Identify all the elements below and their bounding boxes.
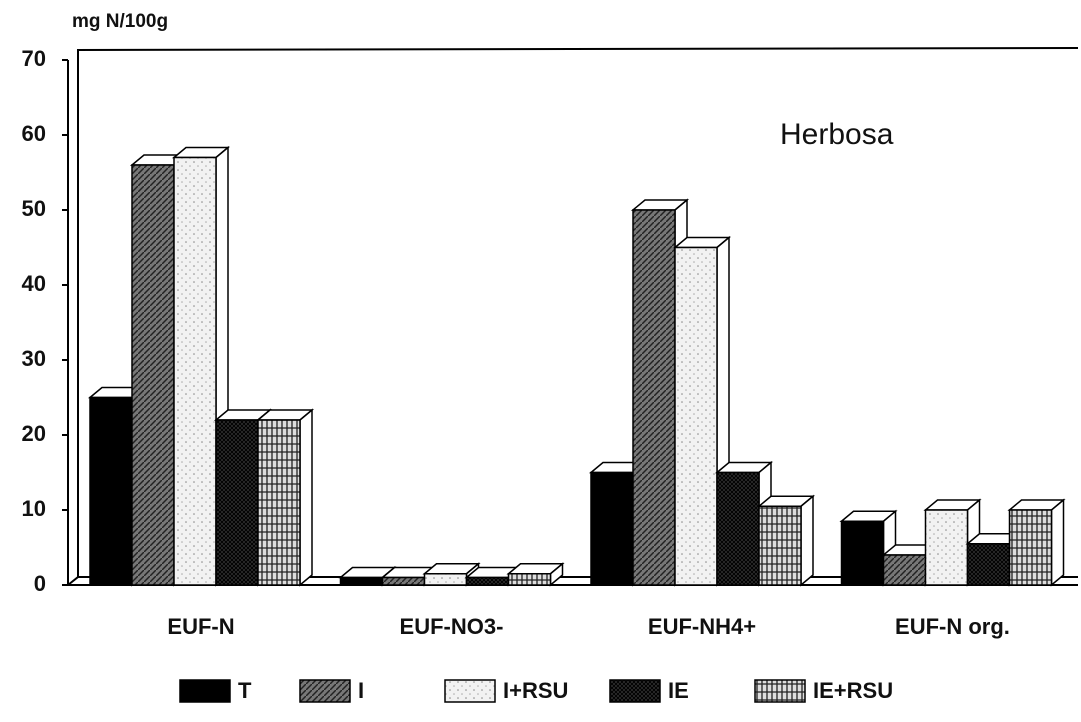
bar xyxy=(215,419,259,586)
bar xyxy=(339,576,384,586)
bar xyxy=(507,573,552,586)
bar xyxy=(716,471,760,586)
legend-swatch xyxy=(609,679,661,703)
bar xyxy=(257,419,301,586)
legend-label: T xyxy=(238,678,252,703)
bar xyxy=(758,505,802,586)
legend-label: IE xyxy=(668,678,689,703)
bar-side xyxy=(299,408,313,587)
bar-side xyxy=(1050,498,1065,587)
legend-swatch xyxy=(444,679,496,703)
bar xyxy=(590,471,634,586)
y-tick-label: 60 xyxy=(22,121,46,146)
y-axis-label: mg N/100g xyxy=(72,11,168,32)
bar xyxy=(423,573,468,586)
bar xyxy=(966,543,1011,586)
bar xyxy=(924,509,969,586)
legend-label: I+RSU xyxy=(503,678,568,703)
y-tick-label: 0 xyxy=(34,571,46,596)
bar xyxy=(882,554,927,586)
annotation: Herbosa xyxy=(780,118,894,151)
bar xyxy=(89,396,133,586)
bar xyxy=(381,576,426,586)
x-tick-label: EUF-N xyxy=(167,614,234,639)
bar-side xyxy=(800,494,814,587)
y-tick-label: 20 xyxy=(22,421,46,446)
bar xyxy=(465,576,510,586)
y-tick-label: 50 xyxy=(22,196,46,221)
legend-label: IE+RSU xyxy=(813,678,893,703)
bar xyxy=(173,156,217,586)
bar xyxy=(674,246,718,586)
legend-label: I xyxy=(358,678,364,703)
x-tick-label: EUF-NH4+ xyxy=(648,614,756,639)
bar xyxy=(131,164,175,586)
x-tick-label: EUF-NO3- xyxy=(400,614,504,639)
y-tick-label: 30 xyxy=(22,346,46,371)
x-tick-label: EUF-N org. xyxy=(895,614,1010,639)
legend-swatch xyxy=(299,679,351,703)
bar xyxy=(1008,509,1053,586)
y-tick-label: 40 xyxy=(22,271,46,296)
legend-swatch xyxy=(179,679,231,703)
y-tick-label: 70 xyxy=(22,46,46,71)
bar xyxy=(632,209,676,586)
bar xyxy=(840,520,885,586)
y-tick-label: 10 xyxy=(22,496,46,521)
legend-swatch xyxy=(754,679,806,703)
